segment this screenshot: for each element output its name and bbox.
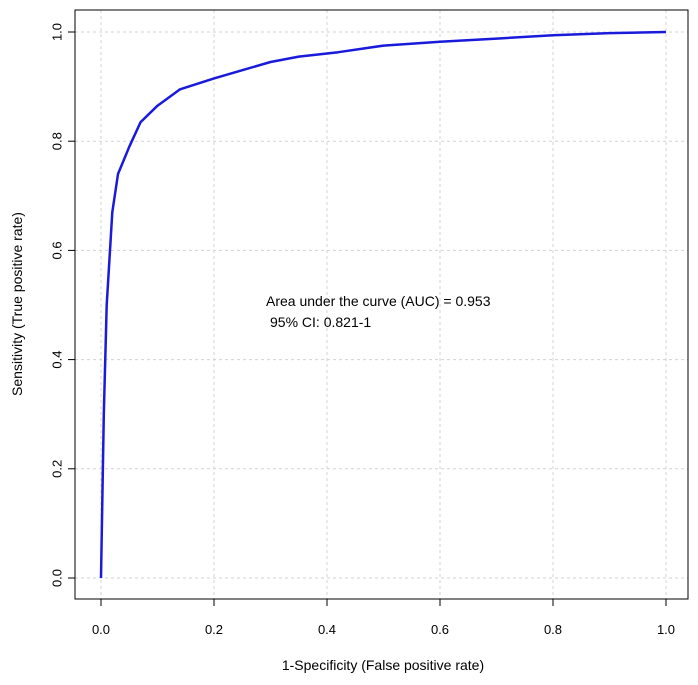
y-tick-label: 0.6 [49, 241, 64, 259]
grid-lines [75, 10, 688, 599]
x-tick-label: 0.0 [92, 622, 110, 637]
plot-frame [74, 9, 689, 600]
x-tick-label: 0.2 [205, 622, 223, 637]
y-tick-label: 0.0 [49, 569, 64, 587]
y-tick-label: 1.0 [49, 23, 64, 41]
auc-annotation: Area under the curve (AUC) = 0.953 [266, 293, 491, 309]
x-tick-label: 0.8 [544, 622, 562, 637]
roc-curve [99, 30, 667, 579]
x-axis: 0.0 0.2 0.4 0.6 0.8 1.0 [92, 599, 675, 637]
x-tick-label: 0.6 [431, 622, 449, 637]
x-tick-label: 0.4 [318, 622, 336, 637]
y-tick-label: 0.4 [49, 351, 64, 369]
y-axis-title: Sensitivity (True positive rate) [9, 212, 25, 396]
y-tick-label: 0.8 [49, 132, 64, 150]
y-axis: 0.0 0.2 0.4 0.6 0.8 1.0 [49, 23, 75, 587]
x-tick-label: 1.0 [657, 622, 675, 637]
x-axis-title: 1-Specificity (False positive rate) [282, 657, 484, 673]
ci-annotation: 95% CI: 0.821-1 [270, 314, 371, 330]
y-tick-label: 0.2 [49, 460, 64, 478]
